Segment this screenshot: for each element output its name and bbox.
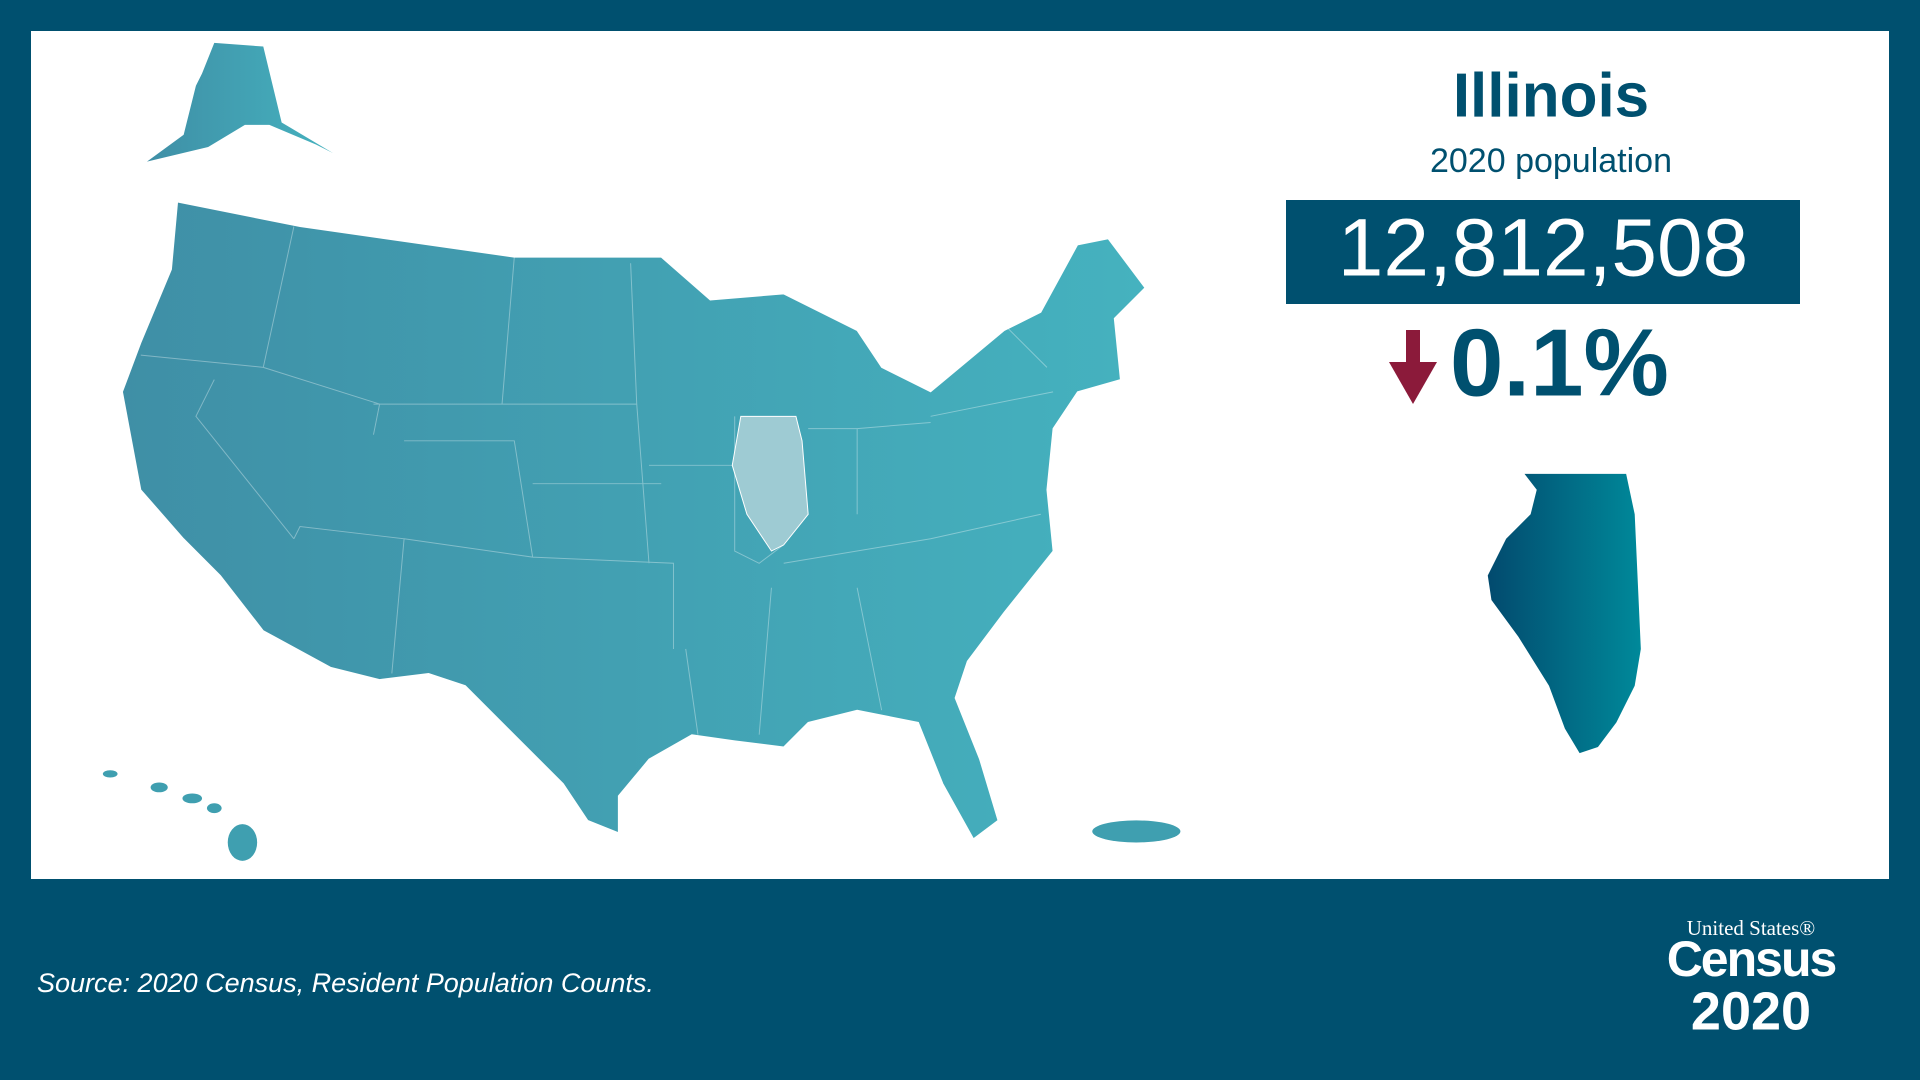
logo-line3: 2020 bbox=[1691, 981, 1811, 1041]
population: 12,812,508 bbox=[1338, 203, 1748, 294]
change-percent: 0.1% bbox=[1450, 309, 1669, 416]
census-logo: United States® Census 2020 bbox=[1667, 916, 1838, 1041]
logo-line2: Census bbox=[1667, 931, 1836, 987]
us-map bbox=[102, 42, 1181, 861]
source-note: Source: 2020 Census, Resident Population… bbox=[37, 968, 654, 998]
hawaii bbox=[102, 770, 258, 861]
population-box bbox=[1286, 200, 1800, 304]
illinois-highlight bbox=[731, 415, 809, 552]
state-title: Illinois bbox=[1453, 61, 1649, 130]
down-arrow bbox=[1389, 330, 1437, 404]
puerto-rico bbox=[1092, 820, 1181, 843]
subtitle: 2020 population bbox=[1430, 142, 1672, 180]
contiguous-us bbox=[121, 201, 1146, 840]
logo-line1: United States® bbox=[1687, 916, 1816, 940]
state-borders bbox=[140, 226, 1054, 735]
illinois-shape bbox=[1487, 473, 1641, 754]
alaska bbox=[146, 42, 334, 162]
